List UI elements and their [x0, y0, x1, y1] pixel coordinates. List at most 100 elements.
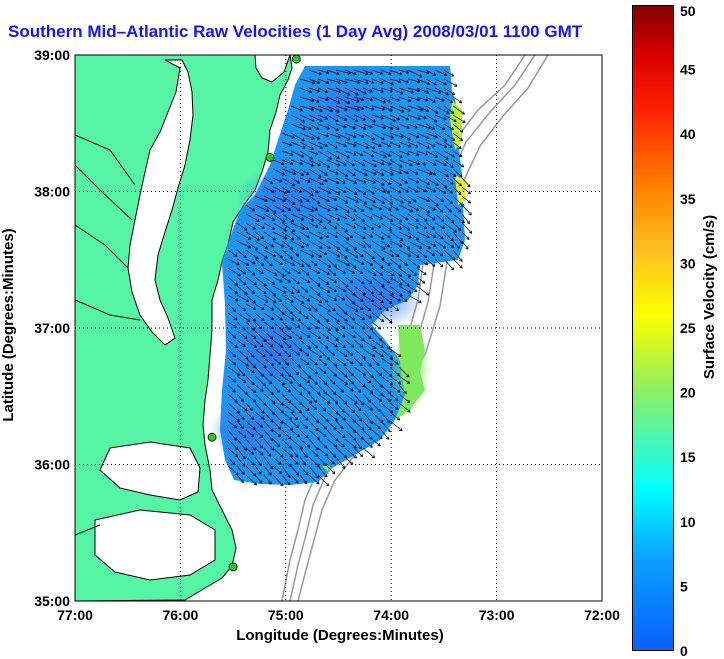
velocity-vector: [227, 375, 237, 383]
velocity-vector: [452, 186, 462, 195]
velocity-vector: [434, 213, 445, 223]
velocity-vector: [299, 348, 310, 357]
velocity-vectors: [227, 69, 473, 487]
velocity-vector: [389, 96, 400, 102]
velocity-vector: [308, 240, 323, 249]
velocity-vector: [236, 339, 246, 347]
velocity-vector: [326, 168, 339, 175]
velocity-vector: [344, 114, 359, 123]
velocity-vector: [317, 204, 331, 212]
velocity-vector: [461, 240, 469, 250]
velocity-vector: [407, 240, 423, 249]
velocity-vector: [362, 276, 373, 284]
velocity-vector: [299, 258, 311, 268]
velocity-vector: [425, 69, 437, 76]
velocity-vector: [407, 123, 418, 129]
velocity-vector: [452, 150, 463, 158]
velocity-vector: [317, 114, 328, 120]
velocity-vector: [380, 249, 395, 257]
velocity-vector: [407, 150, 420, 156]
velocity-vector: [290, 195, 303, 203]
velocity-vector: [443, 168, 457, 178]
velocity-vector: [281, 132, 296, 139]
velocity-vector: [380, 285, 394, 296]
velocity-vector: [407, 231, 420, 241]
velocity-vector: [353, 339, 364, 348]
velocity-vector: [281, 294, 294, 303]
velocity-vector: [407, 96, 420, 102]
velocity-vector: [389, 258, 402, 268]
velocity-vector: [281, 357, 290, 366]
velocity-vector: [344, 393, 358, 404]
velocity-vector: [344, 267, 356, 274]
velocity-vector: [290, 204, 301, 212]
velocity-vector: [245, 285, 256, 294]
velocity-vector: [263, 303, 275, 311]
velocity-vector: [290, 114, 306, 123]
velocity-vector: [317, 258, 332, 268]
velocity-vector: [299, 213, 315, 222]
velocity-vector: [362, 105, 375, 111]
velocity-vector: [299, 105, 315, 111]
velocity-vector: [299, 393, 313, 404]
velocity-vector: [398, 294, 408, 302]
velocity-vector: [398, 204, 414, 213]
velocity-vector: [371, 123, 387, 130]
velocity-vector: [398, 393, 411, 404]
velocity-vector: [308, 465, 319, 479]
velocity-vector: [299, 231, 310, 239]
velocity-vector: [353, 114, 366, 121]
velocity-vector: [344, 186, 358, 196]
velocity-vector: [254, 384, 264, 392]
velocity-vector: [362, 78, 374, 84]
velocity-vector: [281, 195, 296, 206]
velocity-vector: [272, 420, 282, 430]
velocity-vector: [416, 267, 427, 276]
velocity-vector: [389, 384, 401, 393]
velocity-vector: [416, 240, 431, 249]
velocity-vector: [335, 348, 348, 358]
velocity-vector: [371, 114, 384, 120]
velocity-vector: [425, 123, 436, 130]
velocity-vector: [272, 258, 283, 266]
velocity-vector: [299, 87, 313, 94]
velocity-vector: [245, 312, 257, 322]
velocity-vector: [254, 276, 267, 287]
velocity-vector: [254, 474, 263, 484]
velocity-vector: [398, 231, 412, 239]
y-tick-label: 39:00: [34, 47, 70, 63]
velocity-vector: [335, 330, 346, 338]
velocity-vector: [290, 420, 300, 428]
velocity-vector: [236, 420, 245, 430]
velocity-vector: [254, 402, 265, 414]
velocity-vector: [299, 429, 309, 439]
velocity-vector: [335, 339, 346, 349]
velocity-vector: [272, 276, 283, 283]
velocity-vector: [398, 69, 410, 74]
velocity-vector: [299, 312, 309, 319]
velocity-vector: [398, 150, 411, 156]
velocity-vector: [344, 366, 354, 377]
velocity-vector: [389, 69, 403, 76]
velocity-vector: [299, 420, 308, 429]
velocity-vector: [344, 96, 360, 103]
velocity-vector: [281, 141, 293, 147]
velocity-vector: [344, 222, 357, 229]
velocity-vector: [263, 447, 272, 457]
velocity-vector: [263, 429, 274, 442]
velocity-vector: [236, 366, 246, 377]
velocity-vector: [362, 339, 376, 349]
velocity-vector: [461, 177, 471, 188]
velocity-vector: [452, 96, 463, 104]
velocity-vector: [416, 132, 430, 140]
velocity-vector: [371, 267, 384, 276]
velocity-vector: [452, 204, 462, 213]
velocity-vector: [326, 96, 341, 104]
velocity-vector: [416, 258, 429, 266]
velocity-vector: [416, 141, 430, 149]
velocity-vector: [389, 267, 403, 277]
velocity-vector: [335, 402, 345, 413]
velocity-vector: [371, 159, 385, 166]
velocity-vector: [281, 411, 293, 421]
